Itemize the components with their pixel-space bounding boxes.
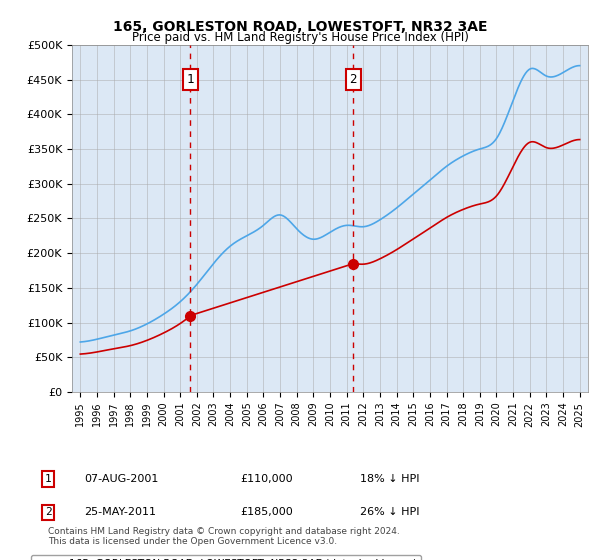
- Text: 2: 2: [350, 73, 357, 86]
- Text: Contains HM Land Registry data © Crown copyright and database right 2024.
This d: Contains HM Land Registry data © Crown c…: [48, 526, 400, 546]
- Legend: 165, GORLESTON ROAD, LOWESTOFT, NR32 3AE (detached house), HPI: Average price, d: 165, GORLESTON ROAD, LOWESTOFT, NR32 3AE…: [31, 554, 421, 560]
- Text: £110,000: £110,000: [240, 474, 293, 484]
- Text: Price paid vs. HM Land Registry's House Price Index (HPI): Price paid vs. HM Land Registry's House …: [131, 31, 469, 44]
- Text: 18% ↓ HPI: 18% ↓ HPI: [360, 474, 419, 484]
- Text: 25-MAY-2011: 25-MAY-2011: [84, 507, 156, 517]
- Text: 2: 2: [44, 507, 52, 517]
- Text: 165, GORLESTON ROAD, LOWESTOFT, NR32 3AE: 165, GORLESTON ROAD, LOWESTOFT, NR32 3AE: [113, 20, 487, 34]
- Text: 26% ↓ HPI: 26% ↓ HPI: [360, 507, 419, 517]
- Text: 07-AUG-2001: 07-AUG-2001: [84, 474, 158, 484]
- Text: 1: 1: [44, 474, 52, 484]
- Text: £185,000: £185,000: [240, 507, 293, 517]
- Text: 1: 1: [187, 73, 194, 86]
